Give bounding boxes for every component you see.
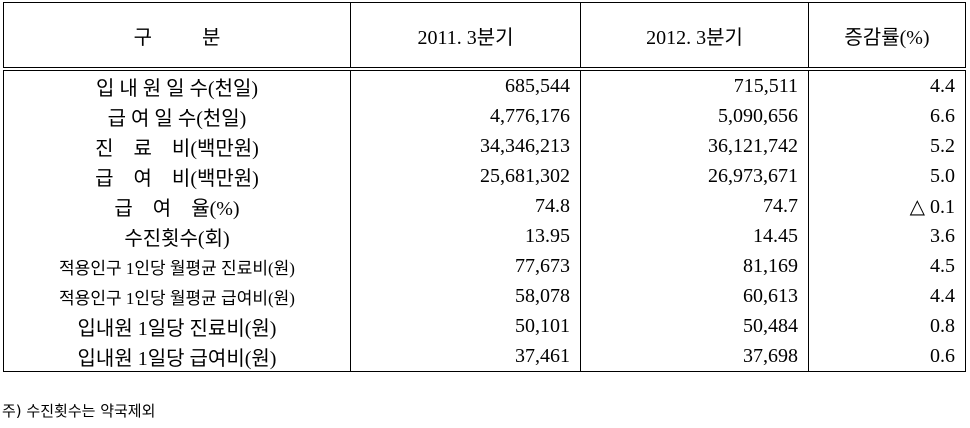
table-row: 급 여 율(%) 74.8 74.7 △ 0.1 xyxy=(3,191,966,221)
value-cell: 4.4 xyxy=(808,69,966,101)
row-label: 적용인구 1인당 월평균 진료비(원) xyxy=(3,251,351,281)
table-row: 입내원 1일당 진료비(원) 50,101 50,484 0.8 xyxy=(3,311,966,341)
value-cell: 77,673 xyxy=(350,251,581,281)
header-cell: 구 분 xyxy=(3,2,351,71)
row-label: 급 여 일 수(천일) xyxy=(3,101,351,131)
row-label: 입내원 1일당 진료비(원) xyxy=(3,311,351,341)
value-cell: 81,169 xyxy=(580,251,809,281)
value-cell: 0.8 xyxy=(808,311,966,341)
row-label: 급 여 율(%) xyxy=(3,191,351,221)
table-row: 입내원 1일당 급여비(원) 37,461 37,698 0.6 xyxy=(3,341,966,372)
table-row: 적용인구 1인당 월평균 급여비(원) 58,078 60,613 4.4 xyxy=(3,281,966,311)
value-cell: 4.4 xyxy=(808,281,966,311)
table-row: 진 료 비(백만원) 34,346,213 36,121,742 5.2 xyxy=(3,131,966,161)
header-cell: 2012. 3분기 xyxy=(580,2,809,71)
row-label: 적용인구 1인당 월평균 급여비(원) xyxy=(3,281,351,311)
value-cell: 4,776,176 xyxy=(350,101,581,131)
value-cell: 4.5 xyxy=(808,251,966,281)
value-cell: 14.45 xyxy=(580,221,809,251)
value-cell: 5.2 xyxy=(808,131,966,161)
table-row: 급 여 일 수(천일) 4,776,176 5,090,656 6.6 xyxy=(3,101,966,131)
value-cell: 50,101 xyxy=(350,311,581,341)
table-row: 입 내 원 일 수(천일) 685,544 715,511 4.4 xyxy=(3,69,966,101)
value-cell: 685,544 xyxy=(350,69,581,101)
row-label: 입내원 1일당 급여비(원) xyxy=(3,341,351,372)
value-cell: 60,613 xyxy=(580,281,809,311)
value-cell: 5.0 xyxy=(808,161,966,191)
table-row: 급 여 비(백만원) 25,681,302 26,973,671 5.0 xyxy=(3,161,966,191)
value-cell: 36,121,742 xyxy=(580,131,809,161)
value-cell: 50,484 xyxy=(580,311,809,341)
footnote: 주) 수진횟수는 약국제외 xyxy=(2,402,156,420)
table-body: 입 내 원 일 수(천일) 685,544 715,511 4.4 급 여 일 수(천일… xyxy=(3,69,966,372)
value-cell: 3.6 xyxy=(808,221,966,251)
value-cell: 6.6 xyxy=(808,101,966,131)
value-cell: 34,346,213 xyxy=(350,131,581,161)
table-row: 수진횟수(회) 13.95 14.45 3.6 xyxy=(3,221,966,251)
value-cell: 74.7 xyxy=(580,191,809,221)
header-cell: 증감률(%) xyxy=(808,2,966,71)
value-cell: 25,681,302 xyxy=(350,161,581,191)
header-row: 구 분 2011. 3분기 2012. 3분기 증감률(%) xyxy=(3,2,966,71)
value-cell: 37,698 xyxy=(580,341,809,372)
value-cell: 26,973,671 xyxy=(580,161,809,191)
value-cell: 0.6 xyxy=(808,341,966,372)
header-cell: 2011. 3분기 xyxy=(350,2,581,71)
value-cell: 715,511 xyxy=(580,69,809,101)
value-cell: 37,461 xyxy=(350,341,581,372)
stats-table: 구 분 2011. 3분기 2012. 3분기 증감률(%) 입 내 원 일 수(천일… xyxy=(3,2,966,372)
table-row: 적용인구 1인당 월평균 진료비(원) 77,673 81,169 4.5 xyxy=(3,251,966,281)
value-cell: 5,090,656 xyxy=(580,101,809,131)
row-label: 입 내 원 일 수(천일) xyxy=(3,69,351,101)
value-cell: 74.8 xyxy=(350,191,581,221)
value-cell: △ 0.1 xyxy=(808,191,966,221)
row-label: 급 여 비(백만원) xyxy=(3,161,351,191)
value-cell: 13.95 xyxy=(350,221,581,251)
value-cell: 58,078 xyxy=(350,281,581,311)
row-label: 수진횟수(회) xyxy=(3,221,351,251)
table-header: 구 분 2011. 3분기 2012. 3분기 증감률(%) xyxy=(3,2,966,71)
row-label: 진 료 비(백만원) xyxy=(3,131,351,161)
